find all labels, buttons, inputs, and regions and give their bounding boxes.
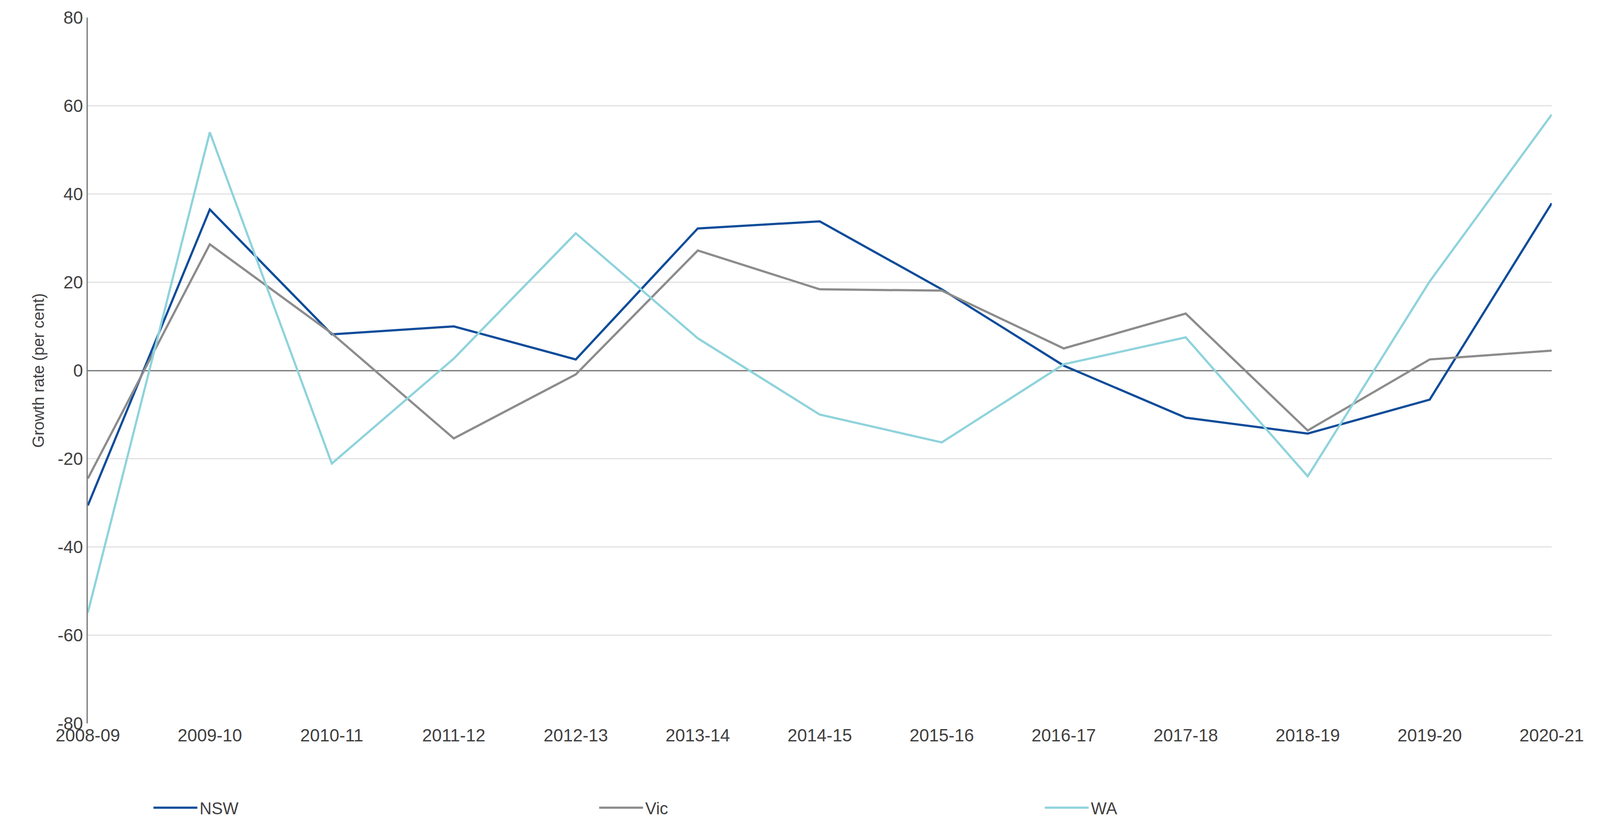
svg-text:2015-16: 2015-16 [909,725,974,746]
svg-text:2014-15: 2014-15 [787,725,853,746]
svg-text:40: 40 [63,184,84,204]
svg-text:WA: WA [1091,799,1118,819]
svg-text:2013-14: 2013-14 [665,725,731,746]
svg-text:-20: -20 [57,449,83,469]
svg-text:60: 60 [63,96,84,116]
svg-text:-40: -40 [57,537,83,557]
svg-text:NSW: NSW [199,799,239,819]
svg-text:2016-17: 2016-17 [1031,725,1096,746]
svg-text:2011-12: 2011-12 [422,725,486,746]
svg-text:0: 0 [73,360,83,381]
svg-text:2009-10: 2009-10 [177,725,242,746]
svg-text:2018-19: 2018-19 [1275,725,1341,746]
svg-text:2019-20: 2019-20 [1397,725,1463,746]
svg-text:Growth rate (per cent): Growth rate (per cent) [29,293,48,448]
svg-text:-80: -80 [57,713,83,734]
svg-text:20: 20 [63,272,84,292]
svg-text:2012-13: 2012-13 [543,725,609,746]
svg-text:-60: -60 [57,625,83,646]
svg-text:Vic: Vic [645,799,669,819]
svg-text:2008-09: 2008-09 [55,725,121,746]
svg-text:80: 80 [63,7,84,28]
svg-text:2017-18: 2017-18 [1153,725,1219,746]
svg-text:2010-11: 2010-11 [300,725,364,746]
svg-text:2020-21: 2020-21 [1519,725,1585,746]
